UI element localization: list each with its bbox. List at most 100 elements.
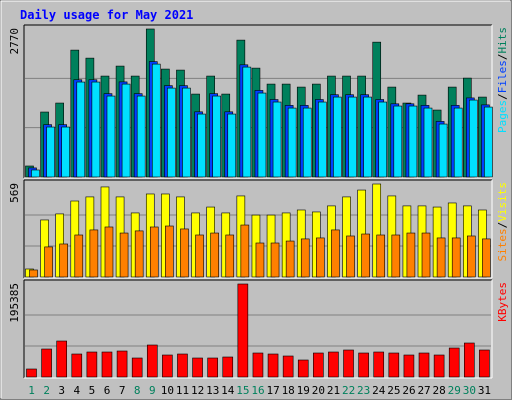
bar <box>482 238 491 278</box>
x-tick-label: 26 <box>402 384 415 397</box>
bar <box>149 226 159 278</box>
x-tick-label: 12 <box>191 384 204 397</box>
bar <box>31 169 40 178</box>
bar <box>285 240 295 278</box>
bar <box>479 349 490 378</box>
bar <box>252 352 264 378</box>
bar <box>302 107 312 178</box>
y-tick-label: 569 <box>8 183 21 203</box>
x-tick-label: 25 <box>387 384 400 397</box>
bar <box>421 232 431 278</box>
bar <box>453 107 463 178</box>
bar <box>207 357 218 378</box>
bar <box>182 87 191 178</box>
bar <box>403 354 415 378</box>
bar <box>86 351 98 378</box>
x-tick-label: 11 <box>176 384 189 397</box>
bar <box>333 96 342 178</box>
bar <box>240 224 250 278</box>
legend-entry: Visits <box>496 182 509 222</box>
bar <box>346 235 355 278</box>
x-tick-label: 6 <box>104 384 111 397</box>
bar <box>267 353 279 378</box>
legend: KBytes <box>496 282 509 322</box>
bar <box>316 237 325 278</box>
legend: Pages/Files/Hits <box>496 27 509 133</box>
x-tick-label: 29 <box>448 384 461 397</box>
bar <box>101 351 113 378</box>
bar <box>134 230 144 278</box>
bar <box>255 242 265 278</box>
bar <box>438 123 448 178</box>
legend: Sites/Visits <box>496 182 509 262</box>
x-tick-label: 2 <box>43 384 50 397</box>
bar <box>378 101 388 178</box>
bar <box>418 352 430 378</box>
bar <box>448 347 460 378</box>
bar <box>423 107 433 178</box>
x-tick-label: 18 <box>282 384 295 397</box>
bar <box>106 95 116 178</box>
bar <box>116 350 128 378</box>
legend-entry: Hits <box>496 27 509 54</box>
bar <box>177 353 188 378</box>
bar <box>343 349 354 378</box>
bar <box>300 238 310 278</box>
bar <box>227 113 237 178</box>
legend-entry: Pages <box>496 100 509 133</box>
x-tick-label: 24 <box>372 384 386 397</box>
bar <box>313 352 324 378</box>
bar <box>257 92 267 178</box>
x-tick-label: 1 <box>28 384 35 397</box>
x-tick-label: 9 <box>149 384 156 397</box>
legend-entry: KBytes <box>496 282 509 322</box>
bar <box>282 355 294 378</box>
bar <box>376 234 386 278</box>
bar <box>167 87 176 178</box>
bar <box>131 357 143 378</box>
x-tick-label: 14 <box>221 384 235 397</box>
bar <box>391 234 401 278</box>
bar <box>136 95 146 178</box>
bar <box>433 354 445 378</box>
y-tick-label: 195385 <box>8 283 21 323</box>
bar <box>121 83 131 178</box>
bar <box>331 229 340 278</box>
bar <box>119 232 129 278</box>
bar <box>76 81 86 178</box>
bar <box>162 354 173 378</box>
legend-separator: / <box>496 93 509 100</box>
bar <box>328 351 339 378</box>
x-tick-label: 30 <box>463 384 476 397</box>
x-tick-label: 5 <box>89 384 96 397</box>
bar <box>46 126 55 178</box>
chart-title: Daily usage for May 2021 <box>20 8 193 22</box>
bar <box>467 235 476 278</box>
x-tick-label: 17 <box>266 384 279 397</box>
bar <box>56 340 67 378</box>
bar <box>192 357 203 378</box>
legend-separator: / <box>496 222 509 229</box>
bar <box>393 105 403 178</box>
bar <box>89 229 99 278</box>
bar <box>146 344 158 378</box>
bar <box>195 234 204 278</box>
bar <box>26 368 37 378</box>
bar <box>212 95 221 178</box>
bar <box>272 101 282 178</box>
bar <box>59 243 68 278</box>
bar <box>361 233 370 278</box>
bar <box>41 348 52 378</box>
bar <box>358 352 369 378</box>
x-tick-label: 13 <box>206 384 219 397</box>
bar <box>469 99 478 178</box>
bar <box>165 225 174 278</box>
bar <box>297 359 309 378</box>
x-tick-label: 16 <box>251 384 264 397</box>
bar <box>210 232 219 278</box>
x-tick-label: 31 <box>478 384 491 397</box>
x-tick-label: 8 <box>134 384 141 397</box>
bar <box>225 234 235 278</box>
bar <box>363 96 372 178</box>
